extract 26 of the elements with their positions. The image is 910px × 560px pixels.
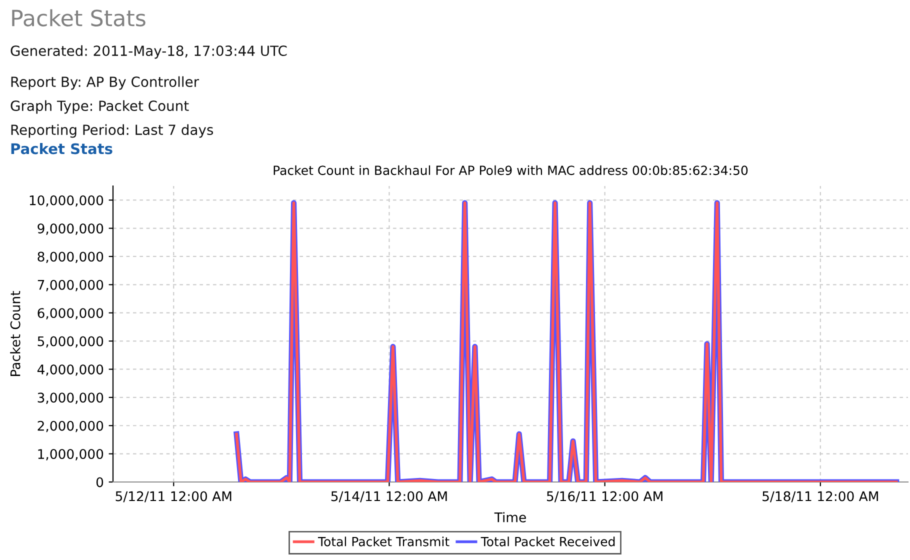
text: Report By: AP By Controller [11,76,200,90]
y-tick-label: 9,000,000 [38,224,104,235]
x-axis-title: Time [494,512,526,522]
y-axis-title: Packet Count [10,291,20,376]
text: Packet Stats [12,9,146,26]
text: Reporting Period: Last 7 days [11,124,214,138]
x-tick-label: 5/12/11 12:00 AM [116,491,232,502]
y-tick-label: 3,000,000 [38,392,104,404]
x-tick-label: 5/16/11 12:00 AM [546,491,662,502]
text: Graph Type: Packet Count [10,100,189,114]
y-tick-label: 2,000,000 [38,420,104,432]
legend-label: Total Packet Received [480,536,615,546]
y-tick-label: 5,000,000 [38,336,104,348]
text: Generated: 2011-May-18, 17:03:44 UTC [10,45,287,59]
y-tick-label: 0 [96,477,104,488]
y-tick-label: 10,000,000 [30,195,104,207]
y-tick-label: 4,000,000 [37,364,104,376]
y-tick-label: 7,000,000 [38,280,104,292]
text: Packet Stats [11,142,112,154]
y-tick-label: 1,000,000 [38,449,104,460]
y-tick-label: 8,000,000 [38,252,104,264]
chart-title: Packet Count in Backhaul For AP Pole9 with MAC address 00:0b:85:62:34:50 [274,165,748,176]
legend-label: Total Packet Transmit [318,536,450,546]
x-tick-label: 5/14/11 12:00 AM [331,491,447,502]
y-tick-label: 6,000,000 [38,308,104,320]
x-tick-label: 5/18/11 12:00 AM [762,491,878,502]
